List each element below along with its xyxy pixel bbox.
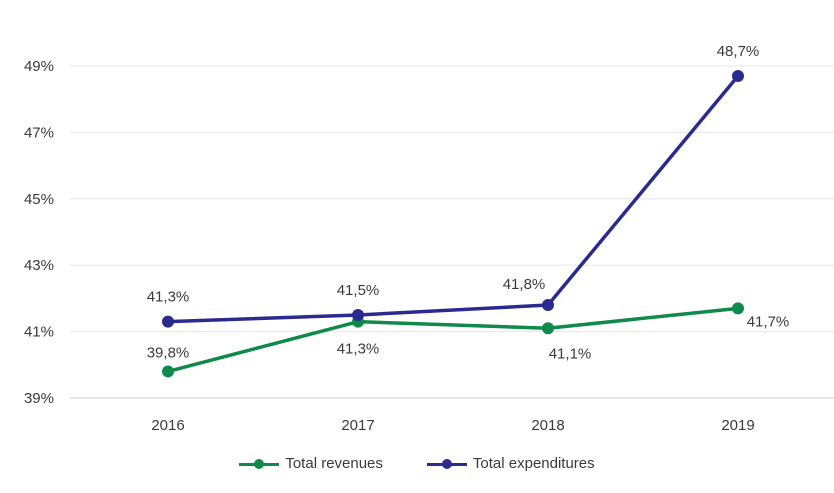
series-lines	[166, 74, 740, 374]
data-label-expenditures-2018: 41,8%	[503, 276, 546, 293]
gridlines	[70, 65, 834, 399]
legend-item-revenues[interactable]: Total revenues	[239, 455, 383, 472]
data-point-revenues-2016	[162, 365, 174, 378]
data-label-revenues-2017: 41,3%	[337, 341, 380, 358]
data-label-revenues-2018: 41,1%	[549, 345, 592, 362]
data-point-revenues-2018	[542, 322, 554, 335]
data-labels: 39,8% 41,3% 41,1% 41,7% 41,3% 41,5% 41,8% 48,7%	[147, 43, 790, 362]
data-label-revenues-2016: 39,8%	[147, 344, 190, 361]
x-tick-label-2019: 2019	[721, 417, 754, 434]
x-tick-label-2016: 2016	[151, 417, 184, 434]
legend-item-expenditures[interactable]: Total expenditures	[426, 455, 595, 472]
data-label-revenues-2019: 41,7%	[747, 313, 790, 330]
data-point-revenues-2019	[732, 302, 744, 315]
series-line-revenues	[166, 306, 740, 374]
y-tick-label-49: 49%	[24, 58, 54, 75]
legend: Total revenues Total expenditures	[0, 455, 834, 472]
x-axis: 2016 2017 2018 2019	[151, 417, 754, 434]
y-tick-label-43: 43%	[24, 257, 54, 274]
line-chart: 39% 41% 43% 45% 47% 49% 2016 2017 2018 2019 39,8…	[24, 43, 834, 434]
legend-label-revenues: Total revenues	[285, 455, 383, 472]
data-label-expenditures-2017: 41,5%	[337, 282, 380, 299]
x-tick-label-2018: 2018	[531, 417, 564, 434]
x-tick-label-2017: 2017	[341, 417, 374, 434]
legend-swatch-revenues	[239, 457, 280, 471]
y-tick-label-39: 39%	[24, 390, 54, 407]
y-tick-label-45: 45%	[24, 191, 54, 208]
y-tick-label-41: 41%	[24, 324, 54, 341]
series-points	[162, 69, 744, 378]
y-axis: 39% 41% 43% 45% 47% 49%	[24, 58, 54, 407]
data-point-expenditures-2017	[352, 309, 364, 321]
legend-label-expenditures: Total expenditures	[472, 455, 595, 472]
data-point-expenditures-2018	[542, 299, 554, 312]
data-label-expenditures-2019: 48,7%	[717, 43, 760, 60]
data-point-expenditures-2019	[732, 69, 744, 82]
y-tick-label-47: 47%	[24, 124, 54, 141]
legend-swatch-expenditures	[426, 457, 467, 471]
series-line-expenditures	[166, 74, 740, 324]
data-label-expenditures-2016: 41,3%	[147, 289, 190, 306]
data-point-expenditures-2016	[162, 315, 174, 328]
